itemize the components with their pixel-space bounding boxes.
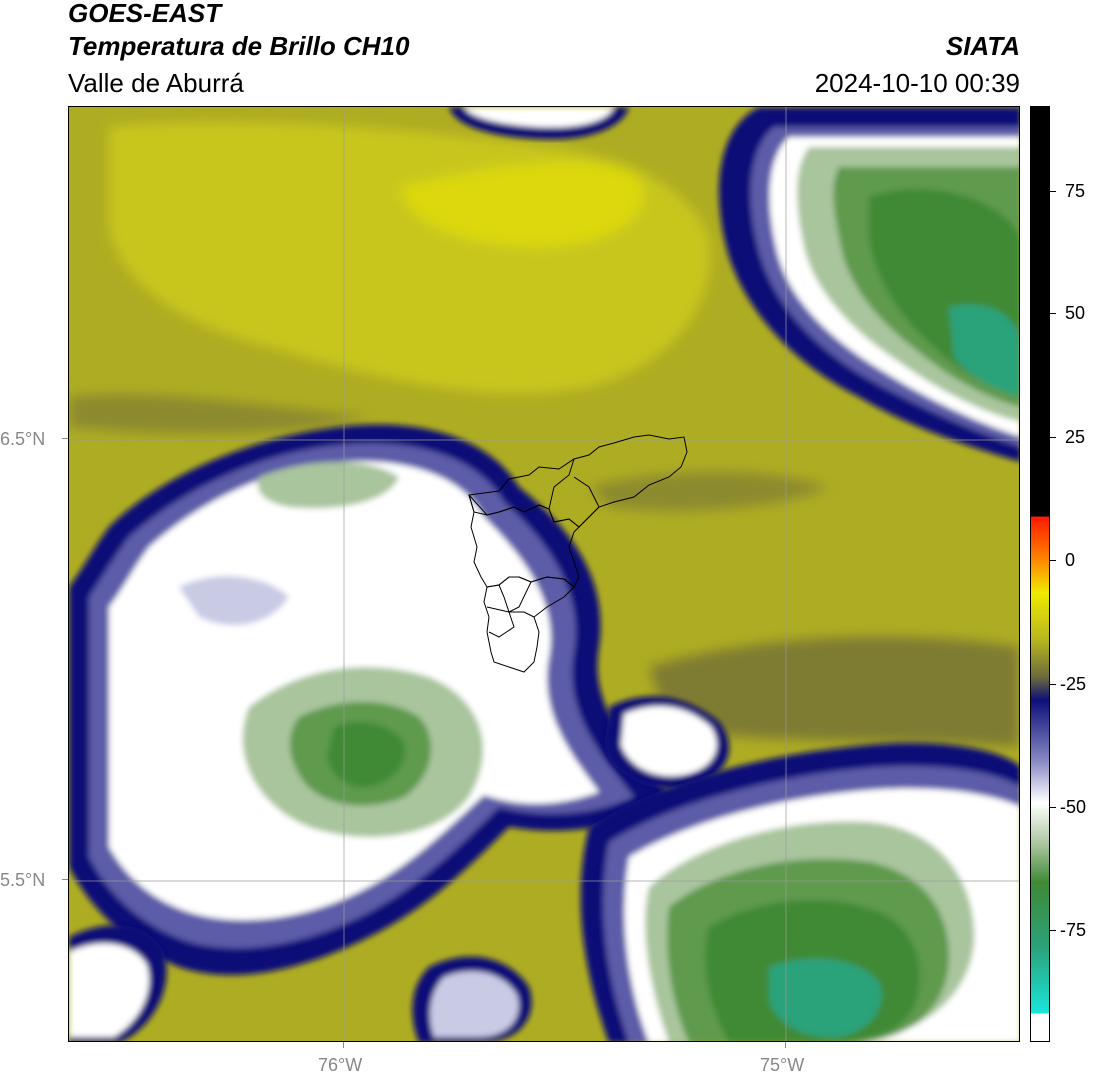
- boundary-inner-2: [509, 611, 535, 618]
- colorbar-tick-50: [1050, 313, 1056, 314]
- temperature-colorbar: [1030, 106, 1050, 1042]
- colorbar-label-minus-75: -75: [1060, 920, 1087, 940]
- colorbar-tick-minus-25: [1050, 684, 1056, 685]
- colorbar-tick-minus-50: [1050, 807, 1056, 808]
- colorbar-tick-25: [1050, 437, 1056, 438]
- boundary-central: [468, 494, 580, 588]
- lon-label-75w: 75°W: [760, 1055, 805, 1075]
- lat-label-5-5n: 5.5°N: [0, 870, 46, 890]
- brightness-temperature-map: [68, 106, 1020, 1042]
- colorbar-label-0: 0: [1065, 550, 1076, 570]
- lon-tick-76w: [343, 1042, 344, 1048]
- lat-tick-6-5n: [62, 438, 68, 439]
- colorbar-tick-0: [1050, 560, 1056, 561]
- lat-label-6-5n: 6.5°N: [0, 429, 46, 449]
- product-title: Temperatura de Brillo CH10: [68, 31, 410, 61]
- municipal-boundaries: [468, 434, 688, 673]
- graticule: [69, 107, 1019, 1041]
- boundary-inner-5: [573, 476, 600, 528]
- boundary-inner-4: [548, 458, 575, 510]
- datetime-title: 2024-10-10 00:39: [814, 68, 1020, 98]
- boundary-south: [483, 576, 575, 673]
- lat-tick-5-5n: [62, 879, 68, 880]
- lon-tick-75w: [785, 1042, 786, 1048]
- colorbar-tick-75: [1050, 191, 1056, 192]
- satellite-title: GOES-EAST: [68, 0, 222, 28]
- colorbar-gradient: [1031, 107, 1049, 1041]
- boundary-inner-3: [486, 606, 515, 638]
- organization-title: SIATA: [945, 31, 1020, 61]
- region-title: Valle de Aburrá: [68, 68, 244, 98]
- map-canvas: [69, 107, 1019, 1041]
- lon-label-76w: 76°W: [318, 1055, 363, 1075]
- colorbar-label-25: 25: [1065, 427, 1086, 447]
- colorbar-tick-minus-75: [1050, 930, 1056, 931]
- colorbar-label-minus-50: -50: [1060, 797, 1087, 817]
- colorbar-label-75: 75: [1065, 181, 1086, 201]
- colorbar-label-50: 50: [1065, 303, 1086, 323]
- colorbar-label-minus-25: -25: [1060, 674, 1087, 694]
